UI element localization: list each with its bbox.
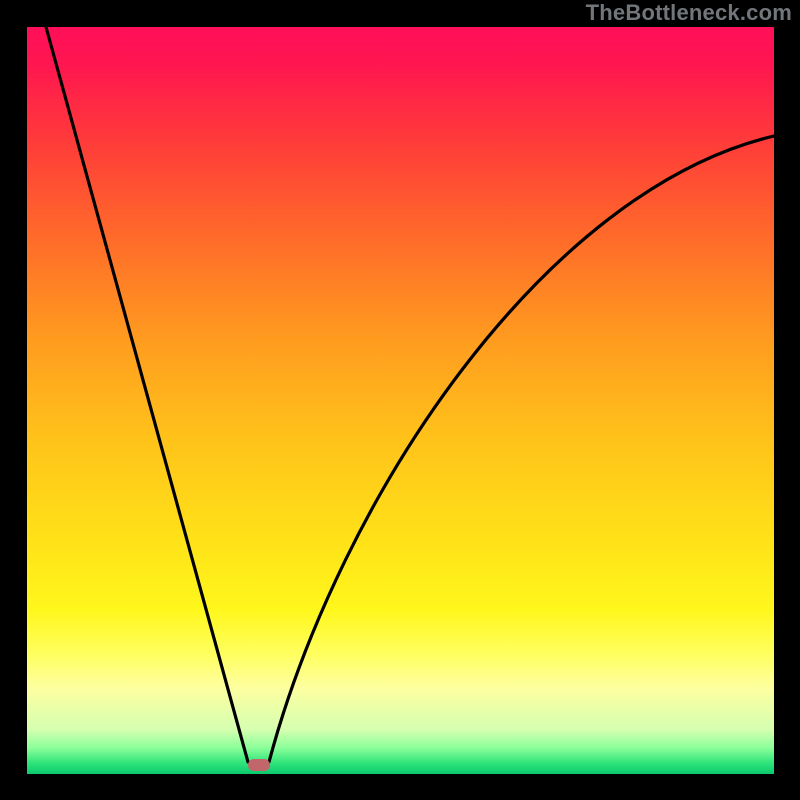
chart-root: TheBottleneck.com <box>0 0 800 800</box>
optimal-marker <box>248 759 270 771</box>
gradient-background <box>27 27 774 774</box>
bottleneck-chart <box>0 0 800 800</box>
watermark-text: TheBottleneck.com <box>586 0 792 26</box>
